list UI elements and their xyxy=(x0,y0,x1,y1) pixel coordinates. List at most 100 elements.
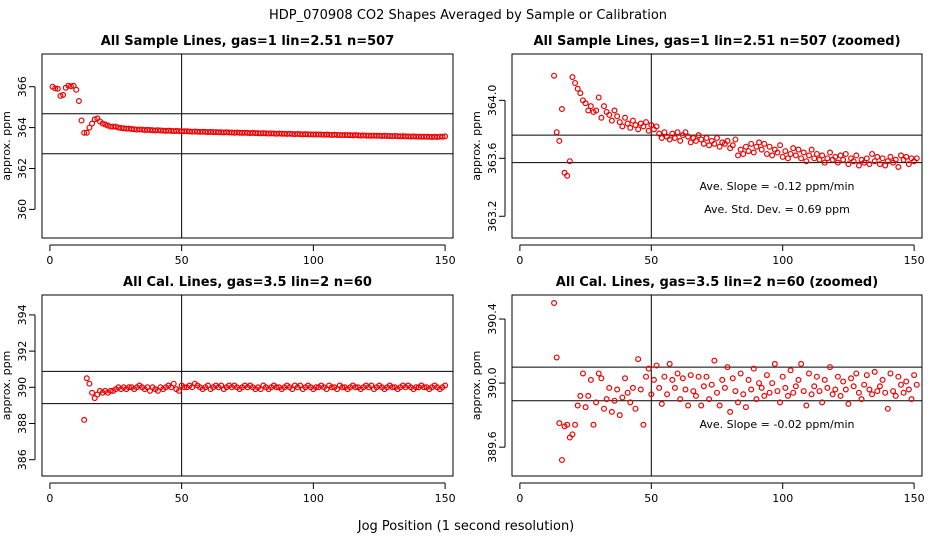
data-point xyxy=(698,402,705,409)
data-point xyxy=(110,123,117,130)
data-point xyxy=(821,376,828,383)
data-point xyxy=(677,396,684,403)
data-point xyxy=(640,421,647,428)
data-point xyxy=(616,119,623,126)
x-tick-label: 50 xyxy=(175,254,189,267)
y-tick-label: 388 xyxy=(16,413,29,434)
data-point xyxy=(850,158,857,165)
data-point xyxy=(566,434,573,441)
data-point xyxy=(78,117,85,124)
x-tick-label: 150 xyxy=(904,492,925,505)
data-point xyxy=(808,391,815,398)
data-point xyxy=(611,397,618,404)
data-point xyxy=(574,402,581,409)
data-point xyxy=(86,380,93,387)
data-point xyxy=(882,389,889,396)
data-point xyxy=(593,107,600,114)
y-tick-label: 390.0 xyxy=(486,367,499,399)
data-point xyxy=(619,123,626,130)
data-point xyxy=(756,139,763,146)
data-point xyxy=(54,85,61,92)
data-point xyxy=(771,360,778,367)
data-point xyxy=(656,384,663,391)
data-point xyxy=(850,383,857,390)
data-point xyxy=(669,376,676,383)
data-point xyxy=(590,421,597,428)
data-point xyxy=(871,158,878,165)
data-point xyxy=(582,100,589,107)
data-point xyxy=(869,150,876,157)
data-point xyxy=(635,356,642,363)
data-point xyxy=(674,370,681,377)
data-point xyxy=(645,365,652,372)
data-points xyxy=(49,82,449,141)
figure-title: HDP_070908 CO2 Shapes Averaged by Sample… xyxy=(269,8,667,23)
data-point xyxy=(834,159,841,166)
data-point xyxy=(892,156,899,163)
data-point xyxy=(598,114,605,121)
data-point xyxy=(897,381,904,388)
data-point xyxy=(640,123,647,130)
data-point xyxy=(811,383,818,390)
data-point xyxy=(721,384,728,391)
data-point xyxy=(703,135,710,142)
data-point xyxy=(313,384,320,391)
data-point xyxy=(572,421,579,428)
data-point xyxy=(585,107,592,114)
y-tick-label: 389.6 xyxy=(486,431,499,463)
data-point xyxy=(742,143,749,150)
data-point xyxy=(740,150,747,157)
plot-frame xyxy=(511,294,923,477)
data-point xyxy=(666,136,673,143)
panel-4: All Cal. Lines, gas=3.5 lin=2 n=60 (zoom… xyxy=(470,275,925,505)
data-point xyxy=(729,142,736,149)
data-point xyxy=(832,153,839,160)
data-point xyxy=(75,98,82,105)
data-point xyxy=(645,127,652,134)
data-point xyxy=(777,399,784,406)
data-point xyxy=(763,372,770,379)
data-point xyxy=(803,158,810,165)
data-point xyxy=(643,373,650,380)
panels: All Sample Lines, gas=1 lin=2.51 n=507 0 5… xyxy=(0,34,925,505)
data-point xyxy=(595,370,602,377)
data-point xyxy=(821,159,828,166)
data-point xyxy=(913,155,920,162)
data-point xyxy=(703,373,710,380)
data-point xyxy=(442,133,449,140)
data-point xyxy=(574,85,581,92)
panel-1: All Sample Lines, gas=1 lin=2.51 n=507 0 5… xyxy=(0,34,456,267)
x-tick-label: 0 xyxy=(516,492,523,505)
data-point xyxy=(779,153,786,160)
data-point xyxy=(758,384,765,391)
data-point xyxy=(863,155,870,162)
data-point xyxy=(782,384,789,391)
data-point xyxy=(837,392,844,399)
data-point xyxy=(700,140,707,147)
data-point xyxy=(577,90,584,97)
data-point xyxy=(632,121,639,128)
data-point xyxy=(827,149,834,156)
data-point xyxy=(855,389,862,396)
data-point xyxy=(671,135,678,142)
x-tick-label: 0 xyxy=(46,492,53,505)
data-point xyxy=(442,382,449,389)
data-point xyxy=(648,391,655,398)
data-point xyxy=(816,156,823,163)
data-point xyxy=(89,389,96,396)
data-point xyxy=(848,375,855,382)
data-point xyxy=(629,384,636,391)
data-point xyxy=(732,136,739,143)
annotation: Ave. Slope = -0.02 ppm/min xyxy=(700,418,855,431)
data-point xyxy=(671,384,678,391)
data-point xyxy=(769,380,776,387)
data-point xyxy=(795,146,802,153)
data-point xyxy=(761,392,768,399)
y-axis-label: approx. ppm xyxy=(470,351,483,421)
data-point xyxy=(622,114,629,121)
data-point xyxy=(606,384,613,391)
data-point xyxy=(706,396,713,403)
data-point xyxy=(805,370,812,377)
data-point xyxy=(774,388,781,395)
data-point xyxy=(803,402,810,409)
